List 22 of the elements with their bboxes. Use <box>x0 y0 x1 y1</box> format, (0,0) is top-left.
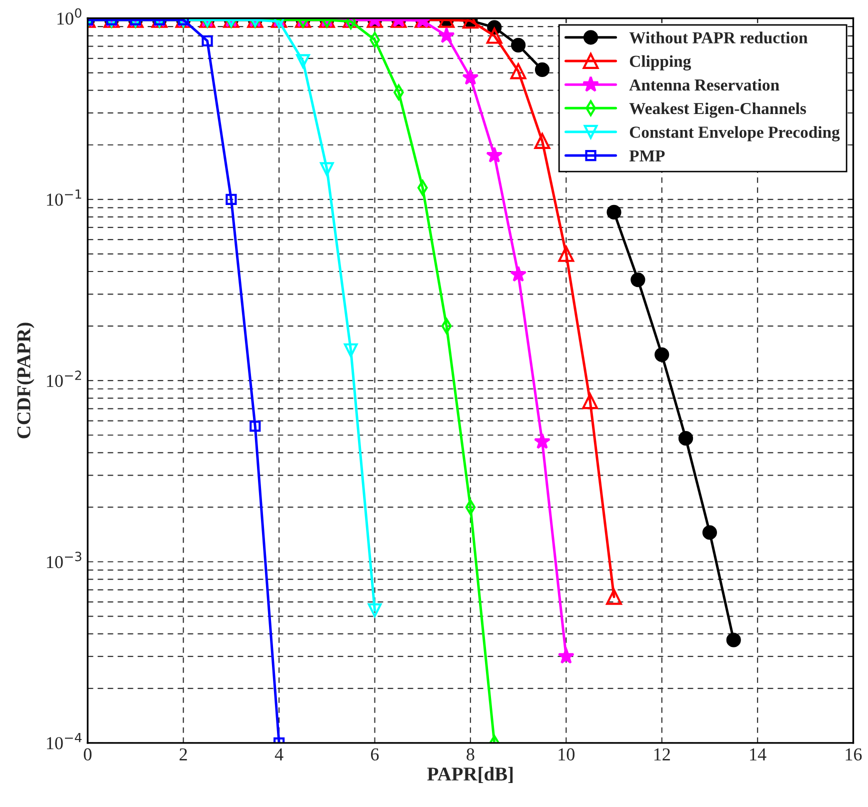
x-tick-label: 0 <box>84 748 92 760</box>
y-axis-title: CCDF(PAPR) <box>16 322 34 438</box>
legend-label: Antenna Reservation <box>629 78 780 91</box>
legend-label: Clipping <box>630 55 691 70</box>
x-tick-label: 4 <box>274 748 284 760</box>
x-tick-label: 8 <box>466 748 474 760</box>
x-tick-label: 10 <box>558 748 574 760</box>
x-tick-label: 12 <box>654 748 670 760</box>
legend-label: PMP <box>629 150 665 162</box>
y-tick-label: 10$^{−3}$ <box>47 552 82 568</box>
x-tick-label: 6 <box>371 748 379 760</box>
y-tick-label: 10$^{−2}$ <box>47 370 82 388</box>
y-tick-label: 10$^{0}$ <box>57 8 82 25</box>
x-axis-title: PAPR[dB] <box>427 766 513 784</box>
y-tick-label: 10$^{−1}$ <box>47 189 82 206</box>
x-tick-label: 16 <box>846 748 862 760</box>
y-tick-label: 10$^{−4}$ <box>47 732 82 750</box>
legend-label: Without PAPR reduction <box>629 32 808 44</box>
legend-label: Constant Envelope Precoding <box>630 126 840 142</box>
x-tick-label: 2 <box>180 748 187 760</box>
legend-label: Weakest Eigen-Channels <box>629 102 806 118</box>
x-tick-label: 14 <box>750 748 766 760</box>
